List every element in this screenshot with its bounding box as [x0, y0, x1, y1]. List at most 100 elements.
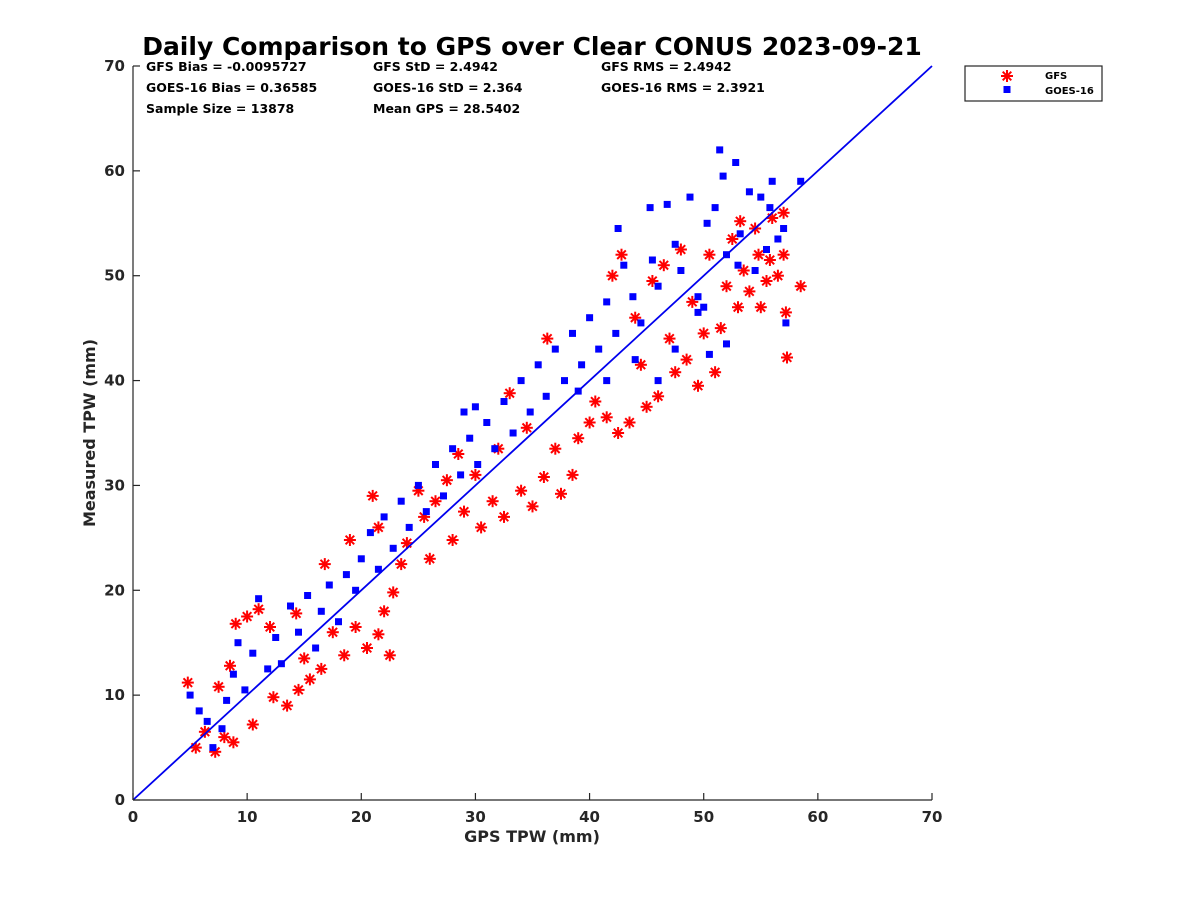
gfs-point [781, 351, 793, 364]
goes16-point [694, 293, 702, 301]
gfs-point [777, 248, 790, 261]
goes16-point [272, 634, 280, 641]
y-tick-label: 30 [104, 476, 125, 494]
goes16-point [414, 481, 422, 489]
goes16-point [716, 146, 724, 154]
gfs-point [458, 505, 470, 518]
gfs-point [318, 558, 331, 571]
gfs-point [754, 301, 767, 314]
gfs-point [520, 421, 533, 434]
goes16-point [782, 319, 790, 327]
gfs-point [303, 673, 316, 686]
goes16-point [405, 523, 413, 531]
y-ticks: 0 10 20 30 40 50 60 70 [104, 57, 140, 809]
gfs-point [361, 642, 373, 654]
goes16-point [397, 497, 405, 505]
gfs-point [241, 610, 254, 623]
gfs-point [246, 718, 259, 731]
goes16-point [186, 691, 194, 699]
gfs-point [440, 474, 453, 487]
goes16-point [603, 377, 611, 385]
gfs-point [224, 659, 236, 672]
stat-goes-rms: GOES-16 RMS = 2.3921 [601, 80, 765, 95]
goes16-point [287, 602, 294, 610]
goes16-point [646, 204, 654, 212]
goes16-point [460, 408, 468, 416]
goes16-point [620, 261, 628, 269]
goes16-point [241, 686, 249, 694]
gfs-point [600, 411, 613, 424]
gfs-point [372, 521, 385, 534]
goes16-point [380, 513, 388, 521]
goes16-point [631, 356, 639, 364]
goes16-point [612, 329, 620, 337]
goes16-point [500, 398, 508, 405]
goes16-point [551, 345, 559, 353]
legend-gfs-label: GFS [1045, 71, 1067, 82]
gfs-point [290, 607, 303, 620]
x-tick-label: 30 [465, 808, 486, 826]
gfs-point [537, 471, 550, 483]
gfs-point [669, 366, 682, 379]
goes16-point [466, 434, 474, 442]
goes16-point [797, 177, 805, 185]
goes16-point [677, 267, 685, 274]
gfs-point [227, 736, 240, 749]
goes16-point [711, 204, 719, 212]
stat-sample-size: Sample Size = 13878 [146, 101, 294, 116]
plot-points [181, 146, 807, 758]
reference-line-layer [132, 65, 933, 801]
y-tick-label: 0 [115, 791, 125, 809]
goes16-point [317, 607, 325, 615]
goes16-point [335, 618, 342, 626]
gfs-point [423, 552, 436, 565]
goes16-point [719, 172, 727, 180]
gfs-point [692, 379, 704, 392]
gfs-point [720, 280, 733, 293]
goes16-point [751, 267, 759, 274]
gfs-point [229, 617, 242, 630]
goes16-point [569, 329, 576, 337]
legend: GFS GOES-16 [964, 65, 1103, 102]
legend-goes-marker [1003, 86, 1011, 93]
gfs-point [663, 332, 676, 345]
stat-gfs-std: GFS StD = 2.4942 [373, 59, 498, 74]
gfs-point [777, 206, 790, 219]
goes16-point [440, 492, 447, 500]
gfs-point [566, 468, 579, 481]
gfs-point [446, 534, 459, 546]
goes16-point [578, 361, 586, 369]
goes16-point [195, 707, 203, 715]
goes16-point [229, 670, 237, 678]
goes16-point [694, 308, 702, 316]
y-axis-label: Measured TPW (mm) [80, 339, 99, 527]
gfs-point [652, 390, 665, 403]
goes16-point [517, 377, 525, 385]
goes16-point [700, 303, 708, 311]
goes16-point [654, 282, 662, 290]
goes16-point [366, 529, 374, 537]
stat-gfs-rms: GFS RMS = 2.4942 [601, 59, 732, 74]
goes16-point [534, 361, 542, 369]
gfs-point [395, 558, 408, 571]
gfs-point [541, 332, 554, 345]
goes16-point [209, 744, 217, 752]
one-to-one-line [132, 65, 933, 801]
goes16-point [312, 644, 320, 652]
gfs-point [623, 416, 636, 429]
goes16-point [342, 571, 350, 579]
goes16-point [745, 188, 753, 196]
gfs-point [429, 495, 442, 508]
x-tick-label: 0 [128, 808, 138, 826]
gfs-point [343, 534, 356, 546]
goes16-point [223, 696, 231, 704]
gfs-point [615, 248, 628, 261]
y-tick-label: 50 [104, 267, 125, 285]
gfs-point [583, 416, 596, 429]
goes16-point [203, 717, 211, 725]
gfs-point [763, 254, 776, 266]
gfs-point [657, 259, 670, 272]
goes16-point [249, 649, 257, 657]
goes16-point [663, 200, 671, 208]
gfs-point [760, 275, 773, 287]
